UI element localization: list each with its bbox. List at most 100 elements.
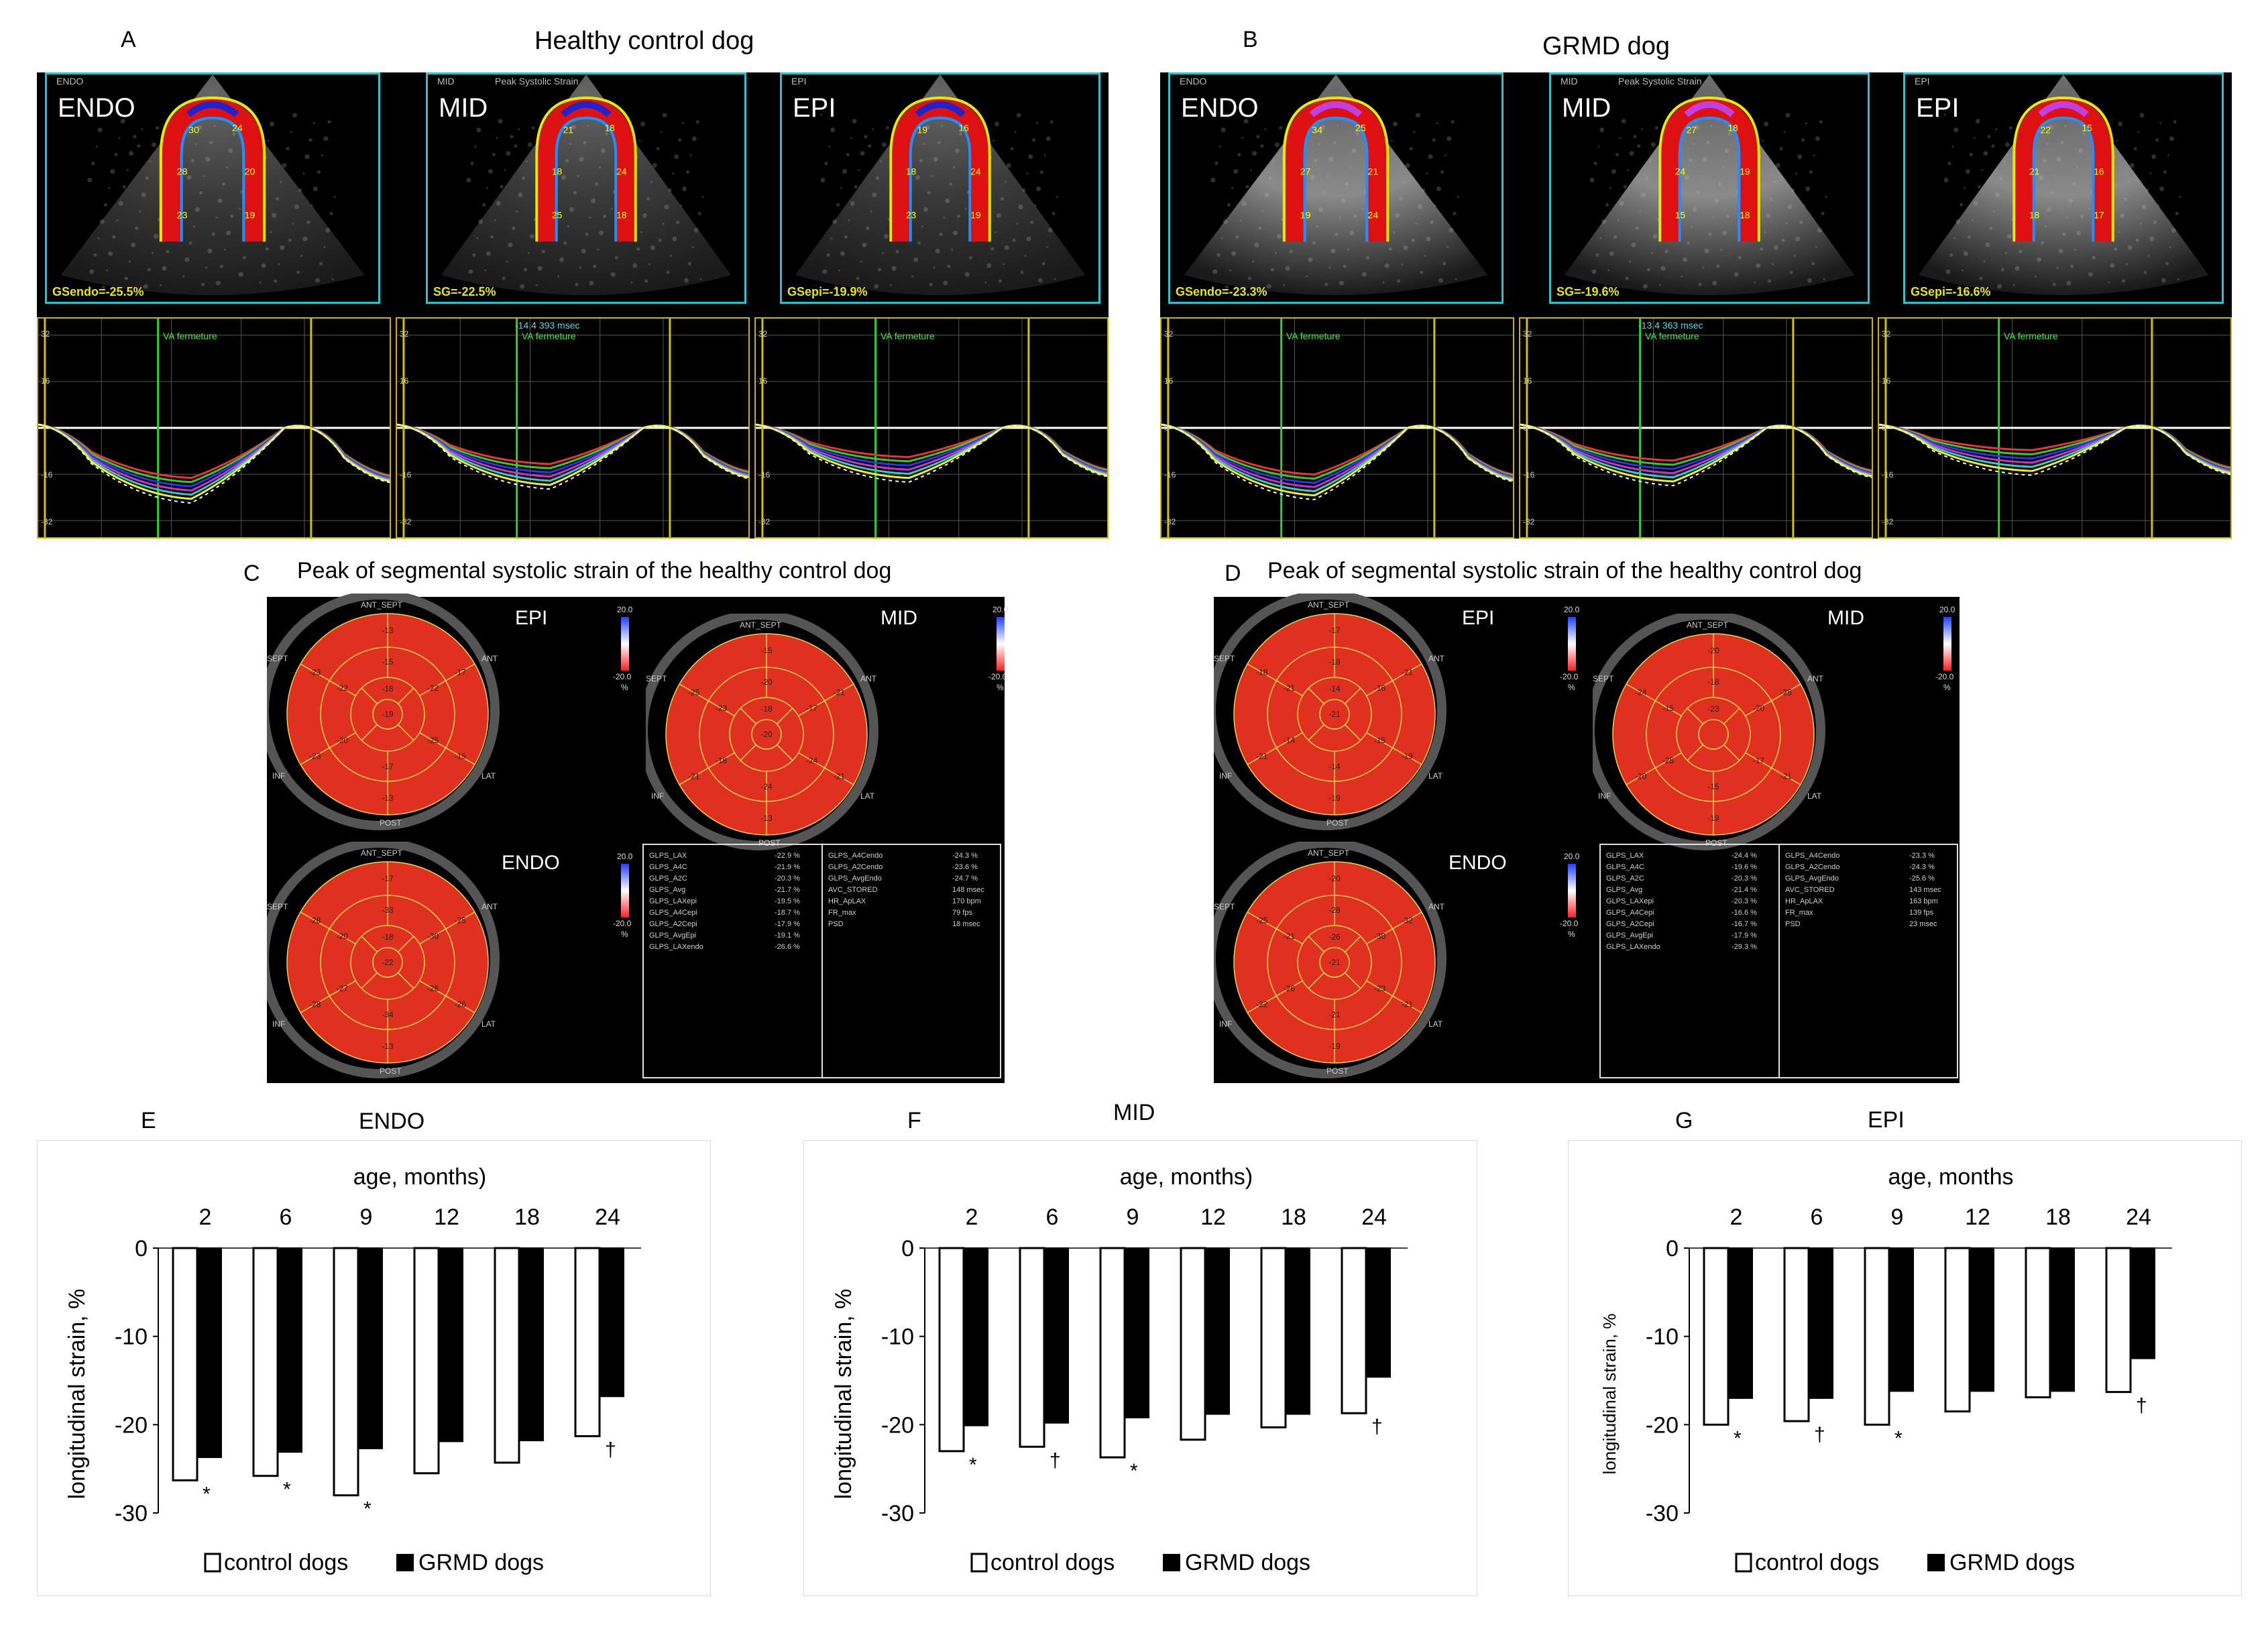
bullseye-mid: -15 -21 -21 -13 -21 -25 -20 -17 -24 -24 -18 -23 -18 -… — [646, 614, 878, 850]
segment-value: -15 — [455, 752, 467, 761]
stats-label: FR_max — [828, 909, 856, 917]
stats-label: AVC_STORED — [828, 886, 878, 894]
strain-curve-line — [38, 423, 390, 500]
bar-grmd — [1969, 1247, 1994, 1392]
curve-y-tick: 16 — [758, 376, 768, 386]
segment-strain-value: 25 — [1355, 123, 1366, 134]
panel-d-title: Peak of segmental systolic strain of the… — [1267, 558, 1862, 583]
y-tick-label: -20 — [1646, 1412, 1679, 1438]
segment-strain-value: 20 — [244, 167, 255, 178]
segment-strain-value: 23 — [906, 209, 917, 220]
strain-curve-line — [397, 424, 748, 490]
bar-control — [172, 1247, 199, 1481]
echo-layer-label-endo: ENDO — [58, 93, 135, 123]
strain-curve-endo: 32 16 0 -16 -32 VA fermeture — [1160, 317, 1514, 539]
colorbar-bottom: -20.0 — [1935, 672, 1954, 681]
curve-time-readout: -13.4 363 msec — [1638, 320, 1703, 331]
segment-value: -21 — [1284, 683, 1296, 693]
bar-chart-e: 0 -10 -20 -30 longitudinal strain, % age, mon… — [37, 1140, 711, 1596]
x-tick-label: 18 — [514, 1204, 540, 1230]
bullseye-disc — [287, 862, 488, 1063]
legend-label-grmd: GRMD dogs — [1949, 1550, 2075, 1575]
strain-curve-line — [1520, 423, 1872, 475]
stats-label: GLPS_A2Cepi — [1606, 920, 1654, 928]
segment-strain-value: 27 — [1300, 167, 1310, 178]
y-tick-label: -10 — [881, 1325, 914, 1350]
curve-y-tick: 32 — [758, 329, 768, 339]
stats-value: -16.6 % — [1732, 909, 1757, 917]
stats-value: -20.3 % — [1732, 897, 1757, 905]
segment-strain-value: 24 — [970, 166, 981, 176]
y-axis-label: longitudinal strain, % — [64, 1289, 90, 1500]
strain-curve-line — [756, 423, 1107, 475]
bar-control — [574, 1247, 601, 1437]
orient-lat: LAT — [481, 1019, 496, 1029]
segment-value: -18 — [1256, 668, 1268, 677]
segment-strain-value: 19 — [1300, 211, 1310, 221]
segment-value: -13 — [382, 793, 394, 803]
segment-value: -22 — [1256, 1000, 1268, 1009]
x-axis-label: age, months) — [353, 1164, 486, 1190]
segment-value: -23 — [1707, 704, 1719, 714]
ultrasound-sector: 19 16 24 18 23 19 — [795, 74, 1086, 296]
stats-value: -21.9 % — [775, 863, 800, 871]
segment-value: -18 — [1707, 677, 1719, 687]
x-axis-label: age, months) — [1120, 1164, 1253, 1190]
stats-label: GLPS_A4C — [1606, 863, 1644, 871]
x-tick-label: 12 — [434, 1204, 459, 1230]
colorbar — [997, 617, 1005, 671]
segment-value: -17 — [455, 668, 467, 677]
curve-y-tick: -16 — [758, 470, 771, 480]
stats-label: GLPS_A2C — [649, 875, 687, 883]
segment-value: -17 — [1753, 756, 1765, 765]
stats-label: GLPS_AvgEpi — [649, 932, 697, 940]
strain-curve-line — [1520, 424, 1872, 487]
stats-label: GLPS_AvgEpi — [1606, 932, 1654, 940]
x-tick-label: 12 — [1965, 1204, 1990, 1230]
segment-strain-value: 18 — [906, 166, 917, 176]
curve-y-tick: -32 — [41, 517, 53, 526]
stats-value: -20.3 % — [1732, 875, 1757, 883]
segment-strain-value: 24 — [1675, 166, 1686, 176]
bar-control — [1783, 1247, 1810, 1422]
segment-strain-value: 30 — [188, 125, 199, 136]
curve-y-tick: 32 — [1164, 329, 1174, 339]
segment-value: -14 — [1328, 684, 1341, 693]
segment-value: -21 — [1328, 1010, 1341, 1019]
strain-curve-line — [1879, 423, 2230, 475]
va-fermeture-label: VA fermeture — [881, 331, 935, 341]
segment-value: -28 — [309, 1000, 321, 1009]
segment-value: -30 — [427, 932, 439, 941]
segment-strain-value: 18 — [2029, 209, 2040, 220]
stats-label: GLPS_LAXepi — [649, 897, 697, 905]
significance-marker: * — [203, 1483, 211, 1505]
orient-inf: INF — [272, 1019, 286, 1029]
strain-curve-line — [1161, 423, 1513, 475]
orient-inf: INF — [1219, 771, 1233, 781]
significance-marker: † — [605, 1439, 616, 1461]
significance-marker: † — [1050, 1449, 1061, 1471]
bar-control — [333, 1247, 359, 1497]
segment-value: -20 — [1753, 704, 1765, 713]
echo-small-label-peak-strain: Peak Systolic Strain — [1618, 76, 1702, 87]
segment-value: -26 — [455, 1000, 467, 1009]
global-strain-endo: GSendo=-25.5% — [52, 285, 144, 298]
bullseye-mid: -20 -25 -21 -19 -20 -24 -18 -20 -17 -15 -25 -15 -23 — [1593, 614, 1825, 850]
segment-value: -14 — [1284, 736, 1296, 745]
significance-marker: † — [1814, 1424, 1825, 1446]
bullseye-disc — [287, 614, 488, 815]
panel-letter-b: B — [1243, 27, 1258, 52]
significance-marker: * — [1130, 1460, 1138, 1482]
echo-image-epi: 22 15 16 21 18 17 EPI EPI GSepi=-16.6% — [1903, 72, 2224, 304]
sector-fan — [441, 74, 732, 296]
segment-value: -32 — [1402, 916, 1414, 925]
segment-value: -21 — [834, 772, 846, 781]
segment-value: -21 — [688, 772, 700, 781]
segment-value: -30 — [1374, 932, 1386, 941]
segment-value: -18 — [382, 684, 394, 693]
orient-ant: ANT — [1428, 902, 1444, 911]
segment-strain-value: 28 — [176, 167, 187, 178]
global-strain-mid: SG=-19.6% — [1556, 285, 1620, 298]
segment-value: -20 — [337, 736, 349, 745]
bullseye-title-mid: MID — [881, 607, 917, 629]
